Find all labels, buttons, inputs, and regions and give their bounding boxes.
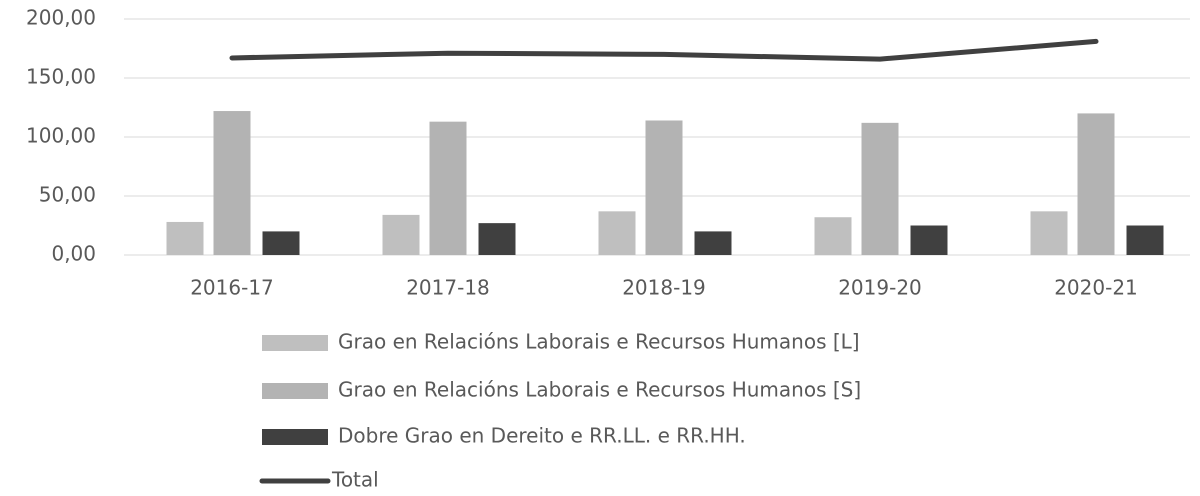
x-tick-label: 2019-20 xyxy=(838,276,922,300)
bar xyxy=(910,225,948,255)
line xyxy=(229,38,1099,62)
bar xyxy=(1077,113,1115,256)
bar xyxy=(694,231,732,255)
bar xyxy=(598,211,636,255)
legend-swatch xyxy=(262,383,328,399)
bar xyxy=(166,221,204,255)
x-tick-label: 2020-21 xyxy=(1054,276,1138,300)
y-tick-label: 150,00 xyxy=(26,65,96,89)
x-tick-label: 2017-18 xyxy=(406,276,490,300)
bar xyxy=(861,122,899,255)
legend-label: Grao en Relacións Laborais e Recursos Hu… xyxy=(338,378,861,402)
y-tick-label: 0,00 xyxy=(51,242,96,266)
y-tick-label: 50,00 xyxy=(39,183,96,207)
legend-label: Total xyxy=(331,468,379,492)
bar xyxy=(1030,211,1068,255)
x-tick-label: 2016-17 xyxy=(190,276,274,300)
bar xyxy=(478,223,516,255)
legend-swatch xyxy=(262,429,328,445)
bar xyxy=(1126,225,1164,255)
bar xyxy=(213,111,251,255)
y-tick-label: 100,00 xyxy=(26,124,96,148)
legend-label: Grao en Relacións Laborais e Recursos Hu… xyxy=(338,330,860,354)
bar xyxy=(262,231,300,255)
bar xyxy=(645,120,683,255)
legend-swatch xyxy=(262,335,328,351)
bar xyxy=(382,214,420,255)
legend-label: Dobre Grao en Dereito e RR.LL. e RR.HH. xyxy=(338,424,746,448)
bar xyxy=(429,121,467,255)
x-tick-label: 2018-19 xyxy=(622,276,706,300)
bar xyxy=(814,217,852,255)
y-tick-label: 200,00 xyxy=(26,6,96,30)
